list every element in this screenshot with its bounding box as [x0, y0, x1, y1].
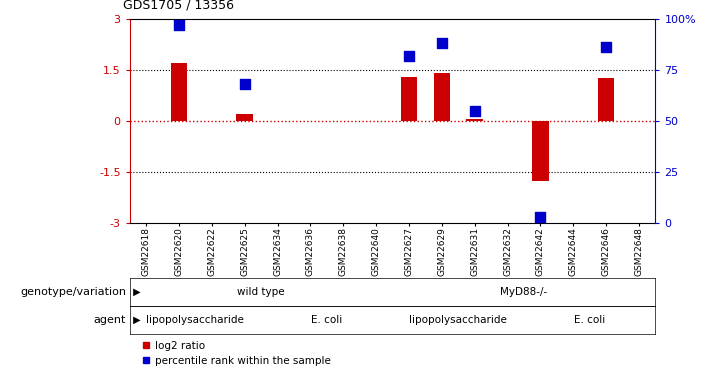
Bar — [236, 114, 253, 121]
Point — [403, 53, 414, 58]
Text: lipopolysaccharide: lipopolysaccharide — [147, 315, 245, 325]
Point — [239, 81, 250, 87]
Point — [535, 214, 546, 220]
Text: MyD88-/-: MyD88-/- — [501, 286, 547, 297]
Text: wild type: wild type — [238, 286, 285, 297]
Point — [601, 44, 612, 50]
Point — [173, 22, 184, 28]
Text: lipopolysaccharide: lipopolysaccharide — [409, 315, 508, 325]
Text: GDS1705 / 13356: GDS1705 / 13356 — [123, 0, 233, 11]
Text: ▶: ▶ — [130, 315, 140, 325]
Bar — [598, 78, 614, 121]
Text: E. coli: E. coli — [311, 315, 343, 325]
Bar — [401, 76, 417, 121]
Text: agent: agent — [94, 315, 126, 325]
Bar — [532, 121, 549, 180]
Text: ▶: ▶ — [130, 286, 140, 297]
Text: genotype/variation: genotype/variation — [20, 286, 126, 297]
Bar — [434, 73, 450, 121]
Point — [469, 108, 480, 114]
Bar — [466, 119, 483, 121]
Text: E. coli: E. coli — [574, 315, 606, 325]
Point — [436, 40, 447, 46]
Bar — [171, 63, 187, 121]
Legend: log2 ratio, percentile rank within the sample: log2 ratio, percentile rank within the s… — [142, 341, 332, 366]
